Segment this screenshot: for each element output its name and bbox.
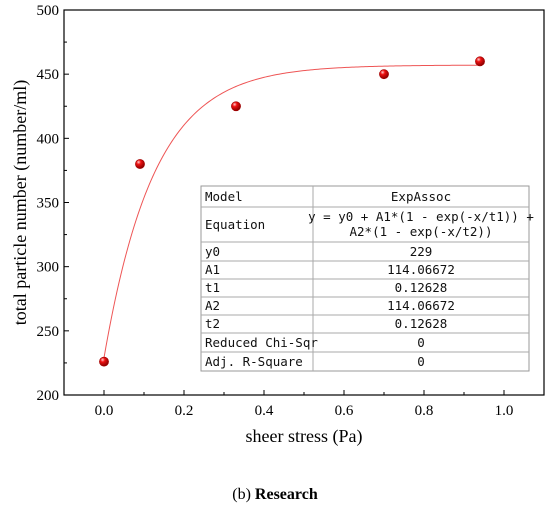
caption-prefix: (b) <box>232 486 255 503</box>
table-equation-line1: y = y0 + A1*(1 - exp(-x/t1)) + <box>308 209 534 224</box>
y-tick-label: 300 <box>37 260 60 276</box>
table-param-value: 0.12628 <box>395 280 448 295</box>
y-tick-label: 400 <box>37 131 60 147</box>
y-axis-label: total particle number (number/ml) <box>10 80 31 325</box>
x-tick-label: 0.0 <box>95 403 114 419</box>
x-tick-label: 1.0 <box>495 403 514 419</box>
table-param-value: 229 <box>410 244 433 259</box>
y-tick-label: 350 <box>37 196 60 212</box>
table-param-value: 0 <box>417 335 425 350</box>
data-points <box>99 56 485 367</box>
y-tick-label: 500 <box>37 3 60 19</box>
caption-text: Research <box>255 486 318 503</box>
table-param-name: t1 <box>205 280 220 295</box>
data-point <box>475 56 485 67</box>
table-equation-label: Equation <box>205 217 265 232</box>
x-axis-ticks: 0.0 0.2 0.4 0.6 0.8 1.0 <box>63 390 545 419</box>
data-point <box>135 159 145 169</box>
y-axis-ticks: 200 250 300 350 400 450 500 <box>37 3 69 404</box>
table-param-name: t2 <box>205 316 220 331</box>
y-tick-label: 200 <box>37 388 60 404</box>
x-tick-label: 0.6 <box>335 403 354 419</box>
fit-curve <box>103 64 481 358</box>
table-param-value: 0 <box>417 354 425 369</box>
table-param-name: Reduced Chi-Sqr <box>205 335 318 350</box>
y-tick-label: 450 <box>37 67 60 83</box>
data-point <box>99 356 109 367</box>
table-param-name: A1 <box>205 262 220 277</box>
table-param-value: 114.06672 <box>387 262 455 277</box>
x-axis-label: sheer stress (Pa) <box>246 426 363 447</box>
y-tick-label: 250 <box>37 324 60 340</box>
table-model-value: ExpAssoc <box>391 189 451 204</box>
table-model-label: Model <box>205 189 243 204</box>
x-tick-label: 0.8 <box>415 403 434 419</box>
x-tick-label: 0.2 <box>175 403 194 419</box>
table-param-value: 114.06672 <box>387 298 455 313</box>
table-param-value: 0.12628 <box>395 316 448 331</box>
table-equation-line2: A2*(1 - exp(-x/t2)) <box>350 224 493 239</box>
data-point <box>379 69 389 80</box>
figure-caption: (b) Research <box>232 486 318 503</box>
table-param-name: Adj. R-Square <box>205 354 303 369</box>
data-point <box>231 101 241 112</box>
fit-results-table: Model ExpAssoc Equation y = y0 + A1*(1 -… <box>200 185 534 372</box>
table-param-name: A2 <box>205 298 220 313</box>
x-tick-label: 0.4 <box>255 403 274 419</box>
table-param-name: y0 <box>205 244 220 259</box>
